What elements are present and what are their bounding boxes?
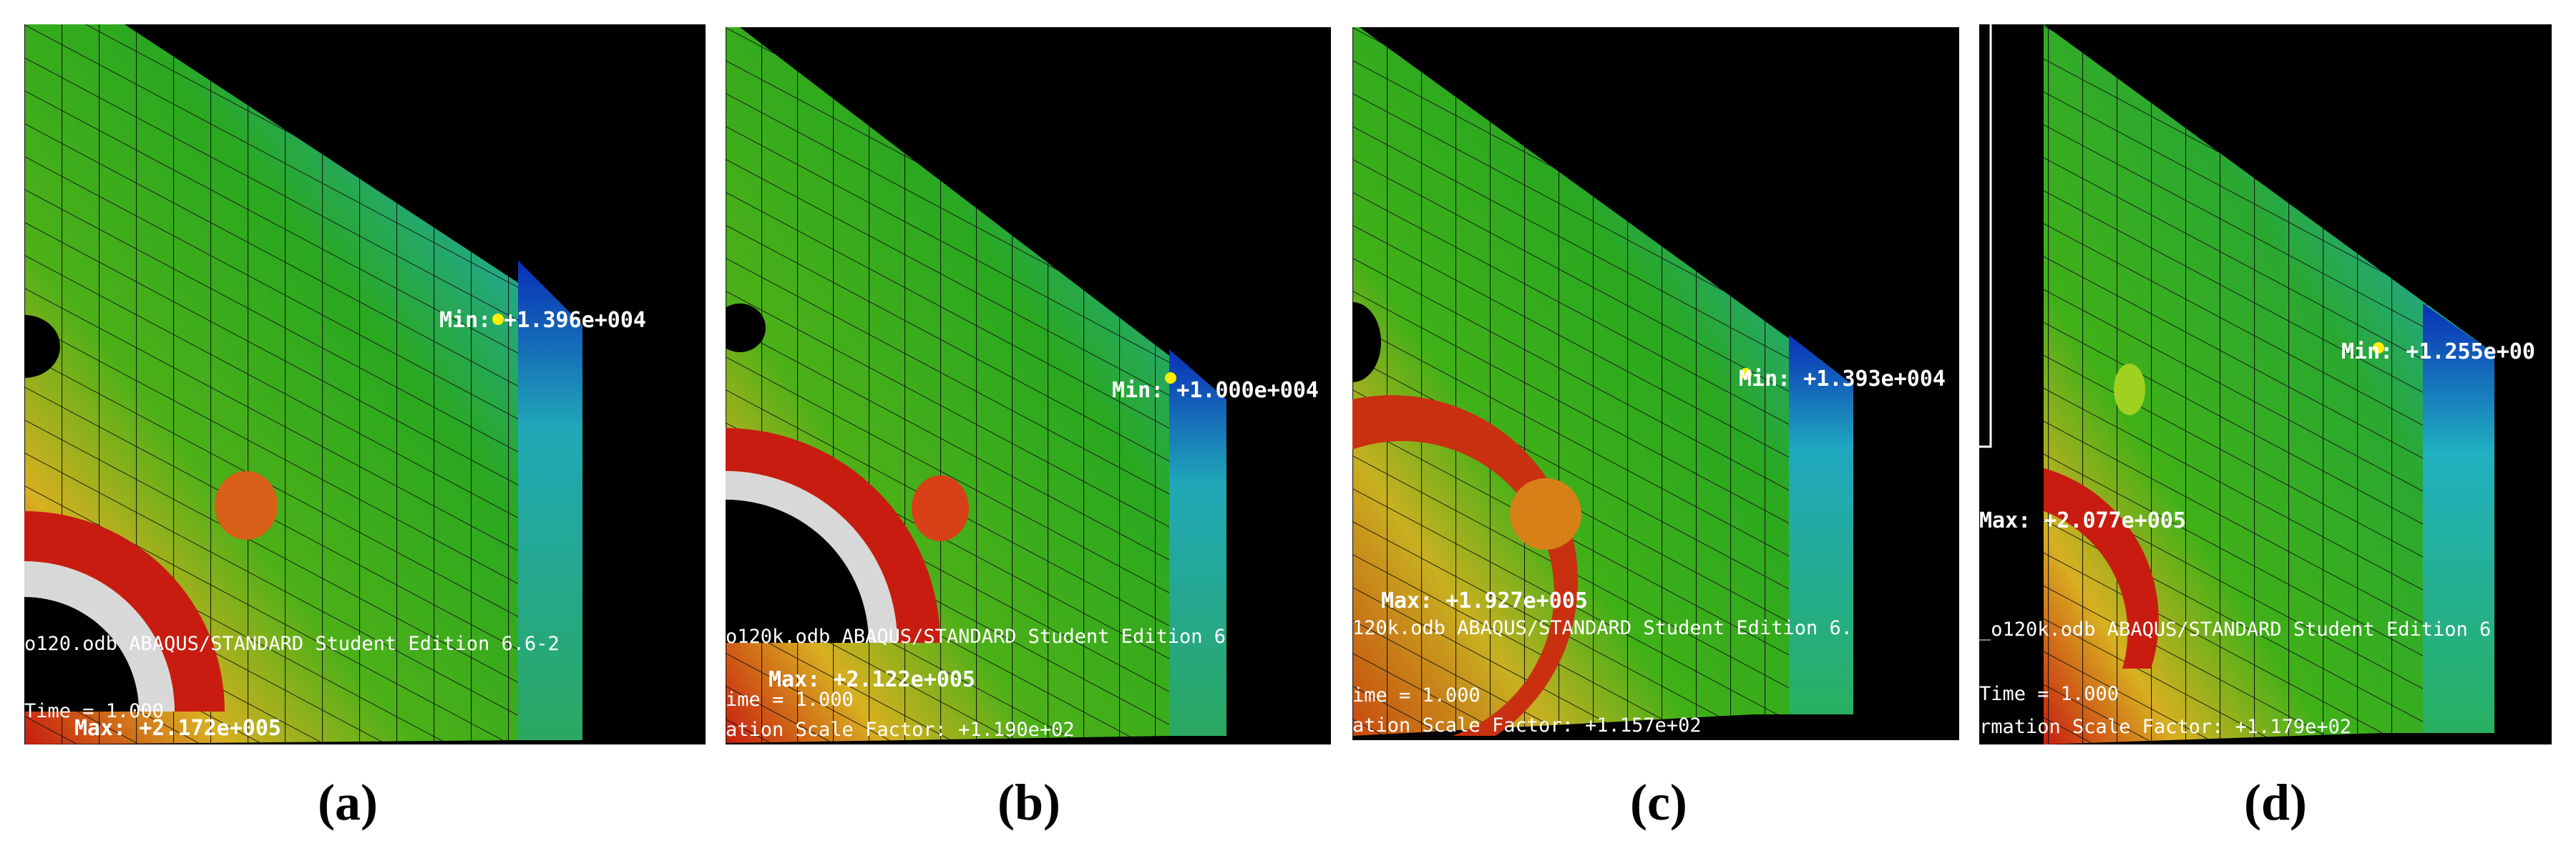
fea-contour-plot-d: [1979, 24, 2494, 744]
bolt-hole: [215, 471, 278, 540]
min-label: Min: +1.396e+004: [439, 308, 646, 333]
hole-stress-ring: [1352, 395, 1579, 736]
min-marker-icon: [1740, 368, 1752, 379]
odb-info: _o120k.odb ABAQUS/STANDARD Student Editi…: [1979, 618, 2492, 641]
left-hole: [726, 304, 766, 352]
hole-stress-ring: [24, 511, 225, 712]
time-info: ime = 1.000: [726, 689, 854, 711]
odb-info: 120k.odb ABAQUS/STANDARD Student Edition…: [1352, 617, 1853, 639]
caption-c: (c): [1630, 774, 1687, 831]
plate-side: [1789, 335, 1853, 714]
min-label: Min: +1.000e+004: [1112, 378, 1319, 403]
min-marker-icon: [492, 314, 504, 325]
time-info: ime = 1.000: [1352, 684, 1480, 707]
caption-a: (a): [318, 774, 378, 831]
viewport-border: [1979, 24, 1992, 448]
bolt-hole: [1510, 478, 1581, 550]
panel-c: Min: +1.393e+004 Max: +1.927e+005 120k.o…: [1352, 27, 1959, 740]
hole-stress-ring: [2044, 468, 2159, 669]
max-label: Max: +2.172e+005: [74, 716, 281, 741]
min-label: Min: +1.255e+00: [2341, 339, 2535, 364]
plate-side: [1169, 349, 1226, 736]
panel-b: Min: +1.000e+004 o120k.odb ABAQUS/STANDA…: [726, 27, 1331, 744]
min-marker-icon: [2373, 342, 2384, 354]
fea-contour-plot-a: [24, 24, 582, 744]
scale-info: ation Scale Factor: +1.190e+02: [726, 719, 1075, 741]
bolt-hole: [912, 475, 969, 541]
max-label: Max: +1.927e+005: [1381, 588, 1588, 613]
bolt-hole: [2114, 364, 2145, 415]
max-label: Max: +2.122e+005: [769, 667, 975, 692]
min-marker-icon: [1165, 372, 1176, 384]
panel-d: Min: +1.255e+00 Max: +2.077e+005 _o120k.…: [1979, 24, 2552, 744]
fea-contour-plot-c: [1352, 27, 1853, 736]
caption-b: (b): [997, 774, 1060, 831]
fea-contour-plot-b: [726, 27, 1226, 743]
hole-stress-ring: [726, 428, 940, 643]
left-hole: [24, 315, 60, 378]
scale-info: rmation Scale Factor: +1.179e+02: [1979, 716, 2352, 738]
max-label: Max: +2.077e+005: [1979, 508, 2186, 533]
time-info: Time = 1.000: [1979, 683, 2119, 705]
min-label: Min: +1.393e+004: [1739, 367, 1946, 392]
left-hole: [1352, 302, 1381, 382]
panel-a: Min: +1.396e+004 o120.odb ABAQUS/STANDAR…: [24, 24, 706, 744]
plate-side: [2423, 304, 2494, 733]
caption-d: (d): [2244, 774, 2307, 831]
time-info: Time = 1.000: [24, 700, 165, 722]
odb-info: o120k.odb ABAQUS/STANDARD Student Editio…: [726, 626, 1226, 648]
scale-info: ation Scale Factor: +1.157e+02: [1352, 714, 1702, 737]
odb-info: o120.odb ABAQUS/STANDARD Student Edition…: [24, 633, 560, 655]
plate-side: [518, 261, 582, 740]
